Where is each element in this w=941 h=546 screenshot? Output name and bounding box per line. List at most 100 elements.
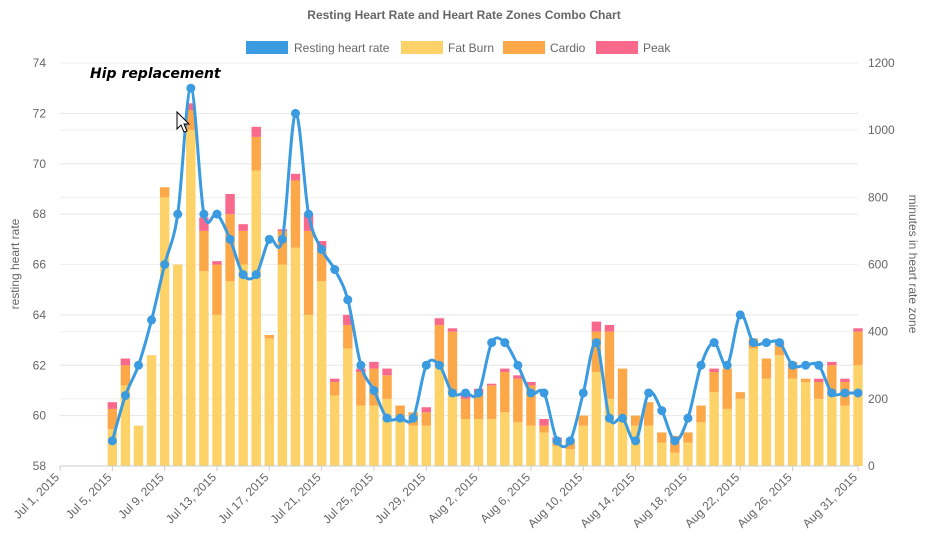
bar-fat-burn[interactable] (473, 418, 484, 466)
resting-heart-rate-point[interactable] (107, 436, 117, 446)
bar-cardio[interactable] (199, 230, 209, 272)
bar-peak[interactable] (369, 361, 379, 369)
bar-fat-burn[interactable] (800, 382, 811, 466)
resting-heart-rate-point[interactable] (735, 310, 745, 320)
resting-heart-rate-point[interactable] (618, 413, 628, 423)
bar-cardio[interactable] (800, 378, 811, 383)
resting-heart-rate-point[interactable] (160, 260, 170, 269)
resting-heart-rate-point[interactable] (591, 338, 601, 348)
bar-peak[interactable] (604, 324, 615, 332)
bar-fat-burn[interactable] (643, 425, 654, 466)
resting-heart-rate-point[interactable] (447, 388, 457, 398)
bar-cardio[interactable] (735, 392, 745, 399)
resting-heart-rate-point[interactable] (461, 388, 471, 398)
bar-fat-burn[interactable] (133, 425, 144, 466)
resting-heart-rate-point[interactable] (748, 338, 758, 348)
bar-peak[interactable] (840, 378, 850, 383)
resting-heart-rate-point[interactable] (173, 209, 183, 219)
bar-peak[interactable] (316, 240, 327, 248)
bar-peak[interactable] (303, 214, 314, 231)
bar-peak[interactable] (343, 314, 353, 325)
resting-heart-rate-point[interactable] (212, 209, 222, 219)
bar-peak[interactable] (225, 193, 235, 215)
bar-fat-burn[interactable] (421, 425, 432, 466)
bar-fat-burn[interactable] (761, 378, 772, 466)
bar-peak[interactable] (186, 103, 196, 111)
resting-heart-rate-point[interactable] (565, 436, 575, 446)
bar-cardio[interactable] (212, 264, 222, 315)
resting-heart-rate-point[interactable] (304, 209, 314, 219)
bar-cardio[interactable] (303, 230, 314, 315)
resting-heart-rate-point[interactable] (604, 413, 614, 423)
bar-cardio[interactable] (421, 412, 432, 426)
bar-fat-burn[interactable] (604, 398, 615, 466)
bar-fat-burn[interactable] (526, 425, 536, 466)
resting-heart-rate-point[interactable] (578, 388, 588, 398)
resting-heart-rate-point[interactable] (147, 315, 157, 325)
bar-cardio[interactable] (382, 375, 392, 399)
bar-fat-burn[interactable] (657, 442, 667, 466)
bar-fat-burn[interactable] (735, 398, 745, 466)
bar-fat-burn[interactable] (356, 405, 366, 466)
resting-heart-rate-point[interactable] (526, 388, 536, 398)
bar-fat-burn[interactable] (630, 425, 641, 466)
bar-fat-burn[interactable] (696, 422, 706, 466)
bar-fat-burn[interactable] (447, 392, 458, 466)
bar-fat-burn[interactable] (722, 408, 732, 466)
bar-fat-burn[interactable] (173, 264, 183, 467)
bar-peak[interactable] (853, 328, 863, 332)
bar-cardio[interactable] (330, 382, 340, 396)
bar-fat-burn[interactable] (316, 281, 327, 466)
bar-fat-burn[interactable] (787, 378, 798, 466)
legend-item-cardio[interactable]: Cardio (503, 41, 586, 55)
bar-fat-burn[interactable] (434, 365, 445, 466)
resting-heart-rate-point[interactable] (408, 413, 418, 423)
bar-peak[interactable] (709, 368, 719, 372)
bar-cardio[interactable] (186, 110, 196, 131)
bar-cardio[interactable] (827, 365, 837, 396)
bar-cardio[interactable] (683, 432, 693, 443)
resting-heart-rate-point[interactable] (761, 338, 771, 348)
bar-cardio[interactable] (356, 371, 366, 406)
bar-fat-burn[interactable] (212, 314, 222, 466)
bar-peak[interactable] (238, 224, 248, 231)
bar-cardio[interactable] (853, 331, 863, 366)
bar-fat-burn[interactable] (146, 355, 157, 466)
bar-peak[interactable] (330, 378, 340, 383)
bar-cardio[interactable] (709, 371, 719, 393)
bar-peak[interactable] (486, 383, 497, 386)
bar-fat-burn[interactable] (709, 392, 719, 466)
bar-fat-burn[interactable] (617, 415, 628, 466)
bar-peak[interactable] (526, 382, 536, 386)
resting-heart-rate-point[interactable] (552, 436, 562, 446)
bar-cardio[interactable] (722, 368, 732, 409)
resting-heart-rate-point[interactable] (840, 388, 850, 398)
bar-cardio[interactable] (316, 247, 327, 282)
bar-cardio[interactable] (473, 392, 484, 419)
bar-fat-burn[interactable] (408, 425, 418, 466)
resting-heart-rate-point[interactable] (382, 413, 392, 423)
bar-fat-burn[interactable] (251, 170, 261, 466)
bar-cardio[interactable] (591, 331, 602, 372)
bar-fat-burn[interactable] (748, 348, 759, 466)
bar-cardio[interactable] (526, 385, 536, 426)
resting-heart-rate-point[interactable] (199, 209, 209, 219)
bar-fat-burn[interactable] (343, 348, 353, 466)
resting-heart-rate-point[interactable] (644, 388, 654, 398)
bar-fat-burn[interactable] (277, 264, 288, 467)
bar-fat-burn[interactable] (238, 264, 248, 467)
bar-fat-burn[interactable] (303, 314, 314, 466)
bar-fat-burn[interactable] (186, 130, 196, 466)
bar-cardio[interactable] (539, 425, 549, 433)
resting-heart-rate-point[interactable] (251, 270, 261, 280)
resting-heart-rate-point[interactable] (775, 338, 785, 348)
bar-fat-burn[interactable] (330, 395, 340, 466)
bar-fat-burn[interactable] (225, 281, 235, 466)
resting-heart-rate-point[interactable] (356, 360, 366, 370)
bar-fat-burn[interactable] (853, 365, 863, 466)
bar-peak[interactable] (212, 261, 222, 265)
resting-heart-rate-point[interactable] (827, 388, 837, 398)
resting-heart-rate-point[interactable] (801, 360, 811, 370)
bar-cardio[interactable] (696, 405, 706, 423)
bar-cardio[interactable] (434, 324, 445, 366)
